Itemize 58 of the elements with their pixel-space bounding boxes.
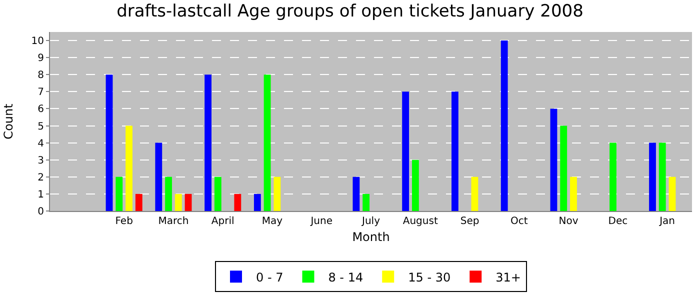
y-axis-title: Count <box>2 103 16 140</box>
bar <box>116 176 123 211</box>
x-tick-label: July <box>361 216 380 227</box>
x-tick-label: Sep <box>460 216 480 227</box>
bar <box>352 176 360 211</box>
legend-label: 31+ <box>496 270 521 284</box>
x-tick-label: March <box>158 216 189 227</box>
x-tick-label: April <box>211 216 234 227</box>
y-tick-label: 1 <box>38 189 44 200</box>
bar <box>658 142 666 211</box>
bar <box>412 160 419 211</box>
bar <box>155 142 162 211</box>
bar <box>500 40 508 211</box>
bar <box>570 176 577 211</box>
y-tick-label: 5 <box>38 121 44 132</box>
bar <box>184 194 192 211</box>
bar <box>174 194 182 211</box>
y-tick-label: 9 <box>38 53 44 64</box>
y-tick-label: 8 <box>38 70 44 82</box>
bar <box>471 176 478 211</box>
bar <box>165 176 172 211</box>
bar <box>560 126 568 211</box>
x-tick-label: Oct <box>510 216 528 227</box>
bar <box>234 194 242 211</box>
x-tick-label: Jan <box>658 216 676 227</box>
bar <box>126 126 132 211</box>
legend-label: 0 - 7 <box>256 270 284 284</box>
x-tick-label: Feb <box>115 216 133 227</box>
bar <box>610 142 616 211</box>
bar <box>264 74 271 211</box>
y-tick-label: 3 <box>38 155 44 166</box>
legend-label: 8 - 14 <box>328 270 364 284</box>
legend-label: 15 - 30 <box>408 270 451 284</box>
x-tick-label: June <box>310 216 333 227</box>
bar <box>204 74 212 211</box>
bar <box>550 108 558 211</box>
x-tick-label: Nov <box>558 216 578 227</box>
bar <box>274 176 281 211</box>
y-tick-label: 6 <box>38 104 44 116</box>
y-tick-label: 10 <box>31 36 44 48</box>
x-tick-label: August <box>402 216 438 227</box>
bar <box>254 194 261 211</box>
bar <box>402 92 410 211</box>
x-axis-title: Month <box>352 230 390 244</box>
bar <box>106 74 113 211</box>
bar <box>452 92 458 211</box>
chart-title: drafts-lastcall Age groups of open tickets January 2008 <box>116 1 584 22</box>
y-tick-label: 2 <box>38 172 44 184</box>
y-tick-label: 4 <box>38 138 44 150</box>
bar <box>362 194 370 211</box>
bar <box>135 194 142 211</box>
x-tick-label: May <box>262 216 283 227</box>
y-tick-label: 0 <box>38 206 44 218</box>
bar <box>649 142 656 211</box>
x-tick-label: Dec <box>608 216 628 227</box>
y-tick-label: 7 <box>38 87 44 98</box>
bar <box>668 176 676 211</box>
bar <box>214 176 222 211</box>
